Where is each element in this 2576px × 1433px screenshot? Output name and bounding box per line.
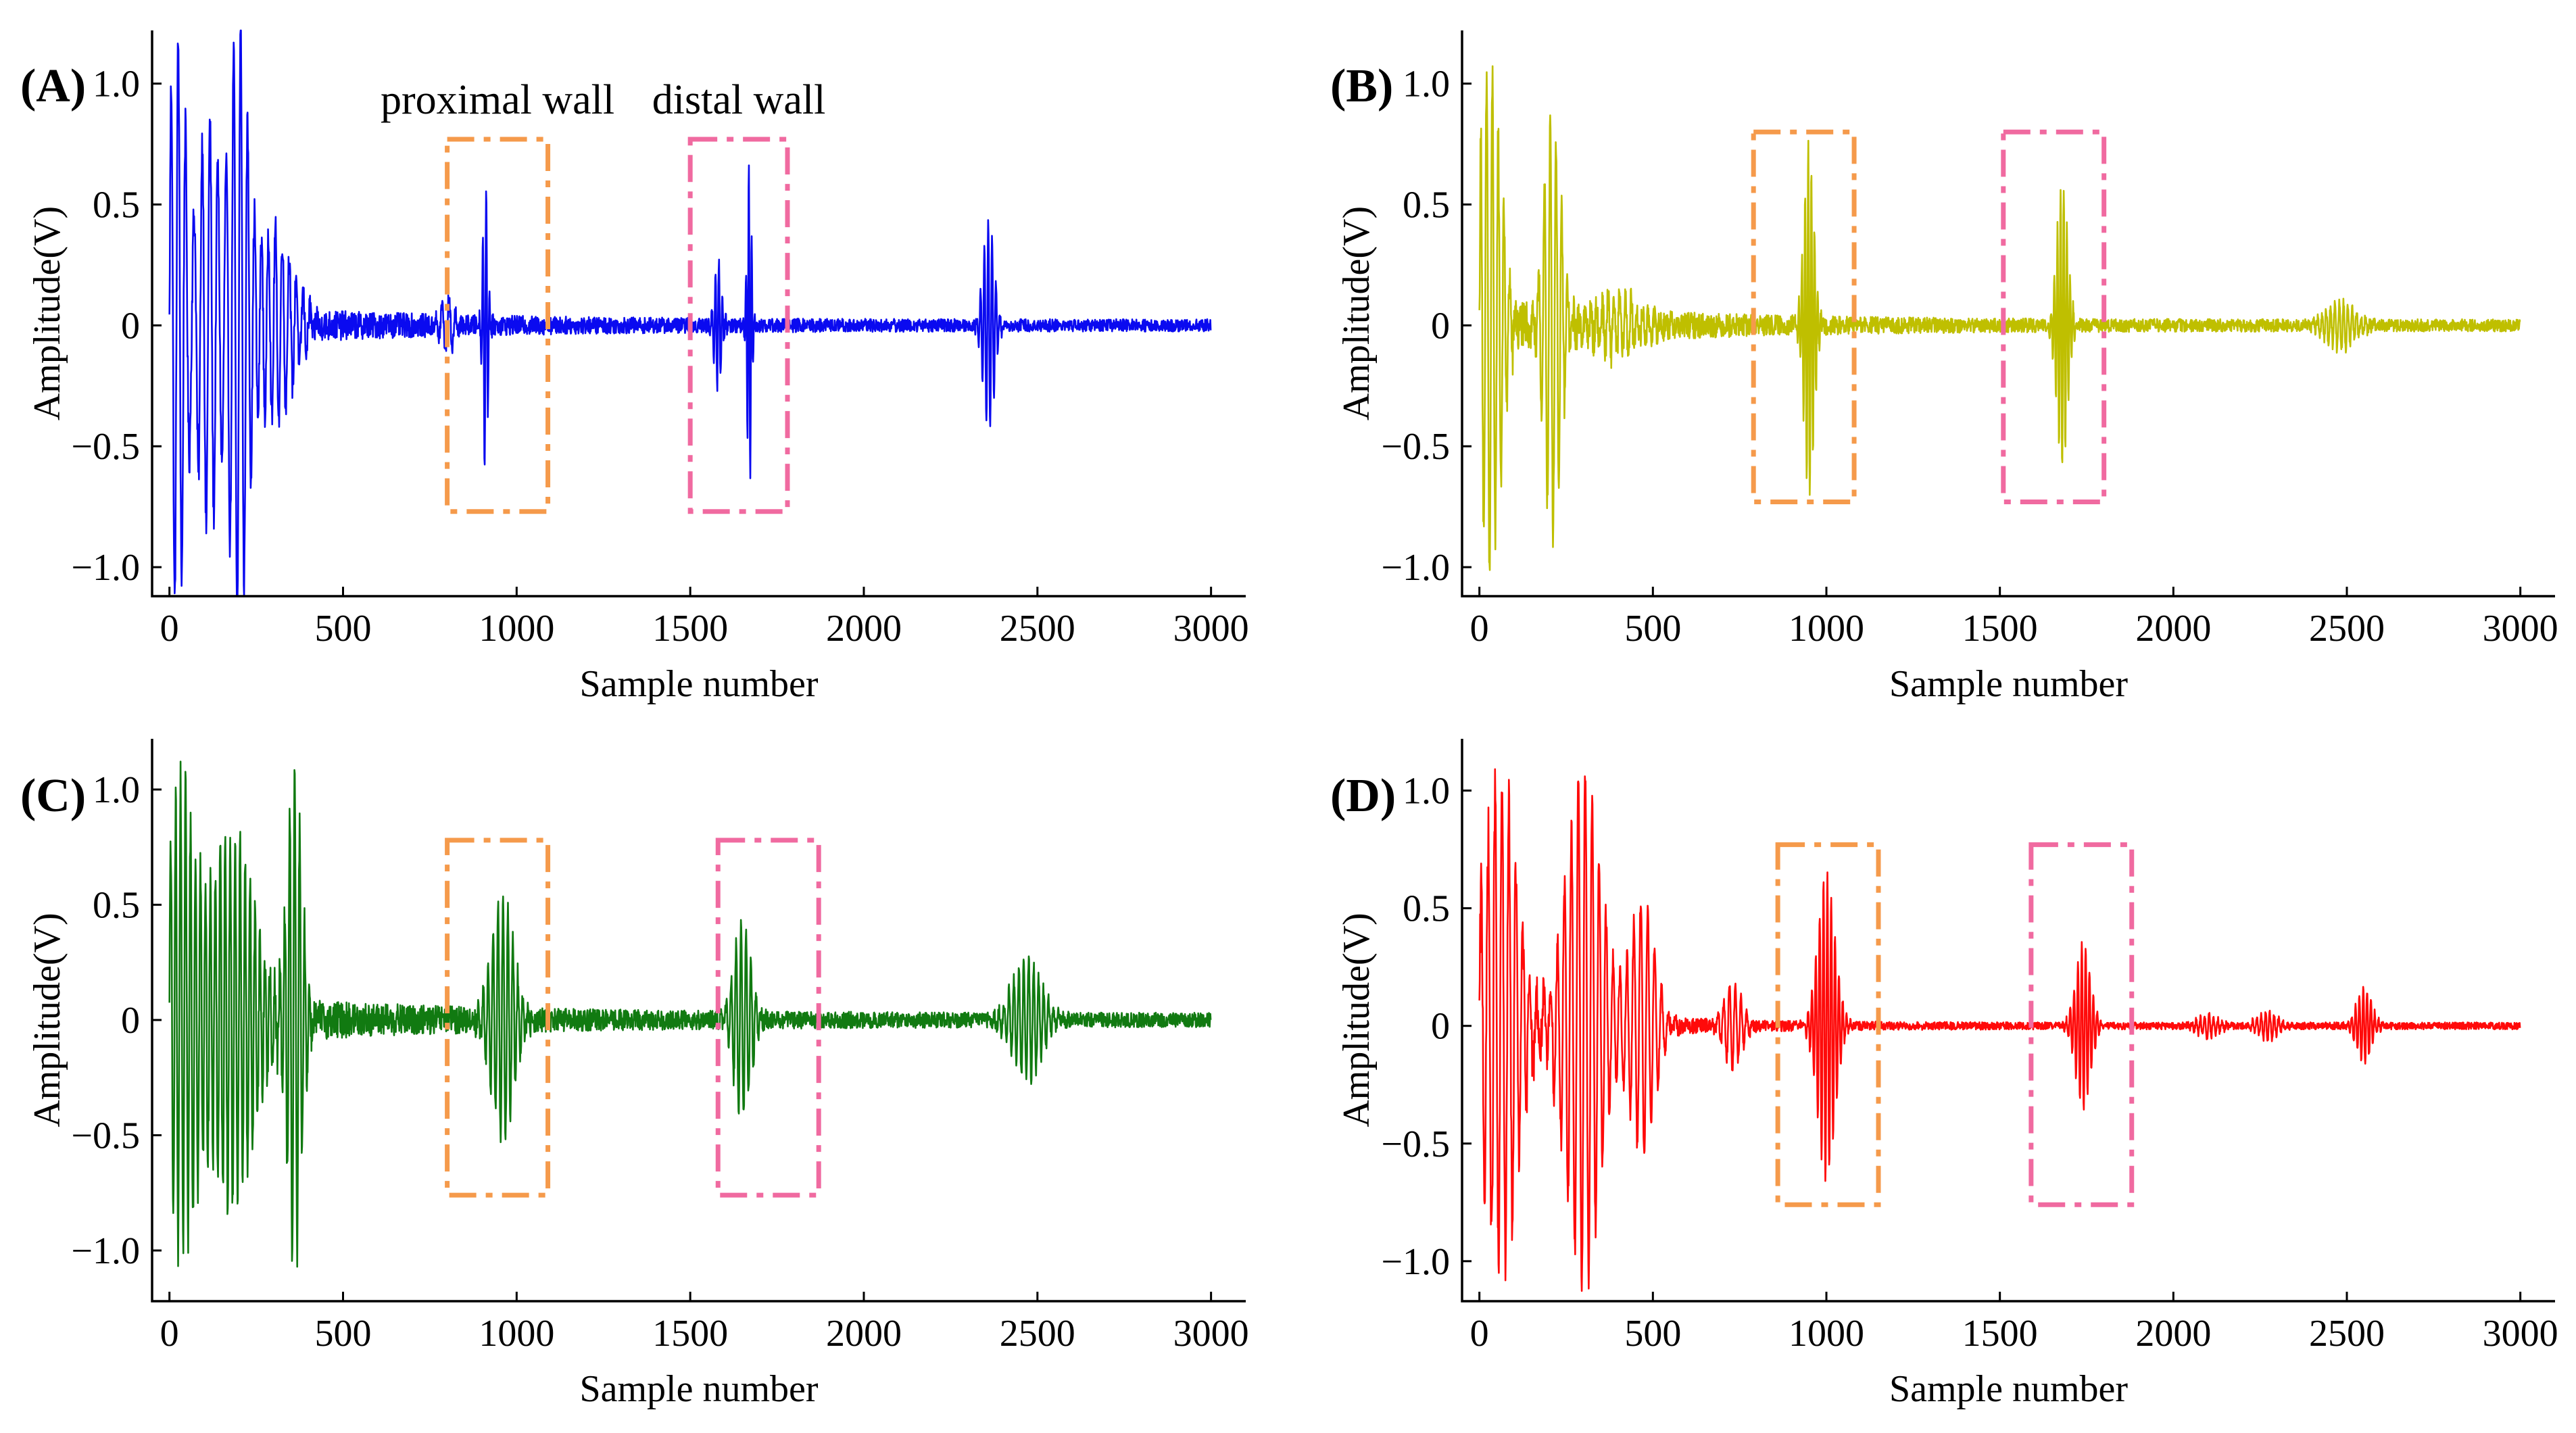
distal-wall-box-d [2028, 842, 2135, 1207]
proximal-wall-box-b [1751, 129, 1857, 504]
distal-wall-box-b [2001, 129, 2107, 504]
y-axis-label: Amplitude(V) [1336, 206, 1378, 420]
y-tick-label: 0.5 [1403, 888, 1450, 930]
y-tick-label: 0.5 [93, 185, 140, 226]
y-tick-label: −1.0 [71, 547, 140, 589]
x-axis-label: Sample number [1889, 1368, 2128, 1410]
y-tick-label: 1.0 [1403, 64, 1450, 105]
axes-a [151, 30, 1246, 598]
y-tick-label: −0.5 [1381, 426, 1450, 468]
x-tick-label: 1500 [1962, 608, 2038, 650]
proximal-wall-box-c [445, 837, 551, 1198]
y-tick-label: −0.5 [71, 426, 140, 468]
x-tick-label: 2500 [1000, 1313, 1075, 1355]
proximal-wall-box-d [1775, 842, 1881, 1207]
distal-wall-box-a [687, 137, 790, 514]
x-tick-label: 1000 [479, 608, 554, 650]
y-tick-label: 0 [1431, 305, 1450, 347]
x-tick-label: 0 [1470, 608, 1489, 650]
y-tick-label: −0.5 [1381, 1123, 1450, 1165]
x-tick-label: 500 [1624, 1313, 1681, 1355]
y-tick-label: 1.0 [1403, 771, 1450, 812]
x-tick-label: 0 [160, 608, 179, 650]
x-tick-label: 2000 [2135, 1313, 2211, 1355]
y-tick-label: 1.0 [93, 769, 140, 811]
x-tick-label: 1500 [652, 608, 728, 650]
proximal-wall-label: proximal wall [381, 77, 614, 123]
chart-panel-a: proximal wall distal wall 0 500 1000 1500 2000… [20, 29, 1249, 705]
x-tick-label: 2500 [2309, 1313, 2385, 1355]
y-tick-label: −1.0 [1381, 547, 1450, 589]
x-tick-label: 500 [315, 1313, 372, 1355]
axes-c [151, 739, 1246, 1303]
x-tick-label: 1000 [1789, 1313, 1864, 1355]
proximal-wall-box-a [445, 137, 551, 514]
distal-wall-box-c [715, 837, 821, 1198]
x-tick-label: 500 [315, 608, 372, 650]
panel-label-b: (B) [1330, 60, 1393, 112]
x-tick-label: 2000 [826, 608, 902, 650]
distal-wall-label: distal wall [652, 77, 826, 123]
y-tick-label: −0.5 [71, 1115, 140, 1157]
signal-trace-d [1478, 768, 2521, 1292]
panel-label-c: (C) [20, 770, 86, 822]
chart-panel-c: 0 500 1000 1500 2000 2500 3000 −1.0 −0.5 0 0.5 1.0 S… [20, 739, 1249, 1410]
y-axis-label: Amplitude(V) [26, 913, 68, 1127]
y-tick-label: 0 [1431, 1006, 1450, 1048]
x-tick-label: 0 [160, 1313, 179, 1355]
x-tick-label: 3000 [2483, 1313, 2558, 1355]
x-tick-label: 2500 [1000, 608, 1075, 650]
signal-trace-b [1478, 65, 2521, 571]
x-tick-label: 2500 [2309, 608, 2385, 650]
y-tick-label: 0 [121, 1000, 140, 1042]
y-tick-label: 0.5 [93, 885, 140, 927]
x-tick-label: 1500 [1962, 1313, 2038, 1355]
x-tick-label: 3000 [1173, 608, 1249, 650]
x-axis-label: Sample number [1889, 663, 2128, 705]
y-axis-label: Amplitude(V) [26, 206, 68, 420]
x-tick-label: 3000 [2483, 608, 2558, 650]
x-tick-label: 2000 [2135, 608, 2211, 650]
x-tick-label: 1500 [652, 1313, 728, 1355]
x-tick-label: 1000 [479, 1313, 554, 1355]
x-tick-label: 500 [1624, 608, 1681, 650]
x-tick-label: 0 [1470, 1313, 1489, 1355]
y-tick-label: 0 [121, 305, 140, 347]
axes-d [1461, 739, 2555, 1303]
panel-label-a: (A) [20, 60, 86, 112]
x-axis-label: Sample number [579, 663, 818, 705]
x-tick-label: 2000 [826, 1313, 902, 1355]
y-tick-label: −1.0 [71, 1230, 140, 1272]
x-axis-label: Sample number [579, 1368, 818, 1410]
axes-b [1461, 30, 2555, 598]
y-tick-label: 0.5 [1403, 185, 1450, 226]
y-axis-label: Amplitude(V) [1336, 913, 1378, 1127]
chart-panel-b: 0 500 1000 1500 2000 2500 3000 −1.0 −0.5 0 0.5 1.0 S… [1330, 30, 2558, 705]
x-tick-label: 3000 [1173, 1313, 1249, 1355]
y-tick-label: 1.0 [93, 64, 140, 105]
chart-panel-d: 0 500 1000 1500 2000 2500 3000 −1.0 −0.5 0 0.5 1.0 S… [1330, 739, 2558, 1410]
y-tick-label: −1.0 [1381, 1241, 1450, 1283]
panel-label-d: (D) [1330, 770, 1396, 822]
signal-trace-c [168, 760, 1212, 1268]
x-tick-label: 1000 [1789, 608, 1864, 650]
